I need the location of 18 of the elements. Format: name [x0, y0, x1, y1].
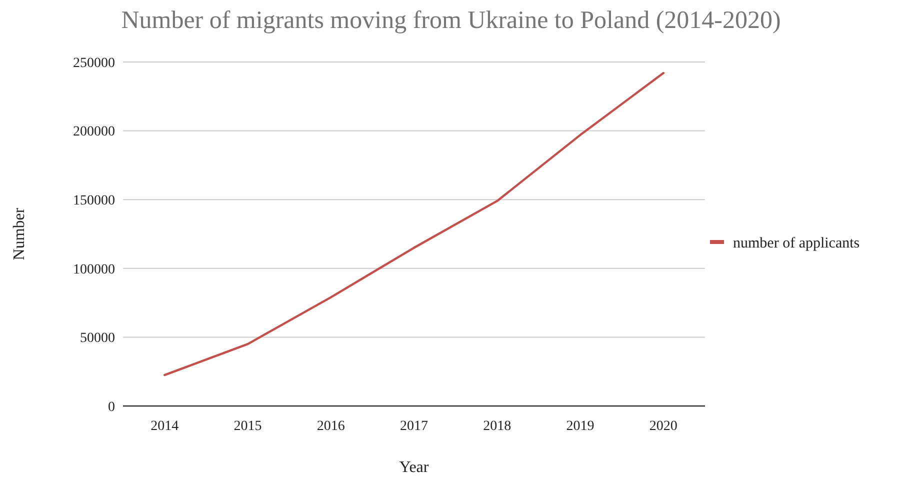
y-tick-label: 0: [108, 400, 115, 415]
y-tick-label: 200000: [73, 124, 115, 140]
x-tick-label: 2018: [483, 419, 512, 434]
x-tick-label: 2019: [566, 419, 594, 434]
x-tick-label: 2016: [316, 419, 345, 434]
line-series: [163, 72, 665, 376]
legend-label: number of applicants: [733, 235, 860, 252]
x-tick-label: 2017: [400, 419, 428, 434]
y-tick-label: 150000: [73, 194, 115, 208]
y-axis-title: Number: [11, 207, 28, 260]
x-tick-label: 2015: [234, 419, 262, 434]
chart-title: Number of migrants moving from Ukraine to Poland (2014-2020): [121, 7, 781, 34]
y-tick-label: 50000: [80, 331, 115, 346]
x-tick-label: 2014: [150, 419, 179, 434]
y-tick-label: 100000: [73, 262, 115, 278]
x-axis-title: Year: [399, 459, 430, 476]
y-tick-label: 250000: [73, 56, 115, 71]
x-tick-label: 2020: [649, 419, 678, 434]
